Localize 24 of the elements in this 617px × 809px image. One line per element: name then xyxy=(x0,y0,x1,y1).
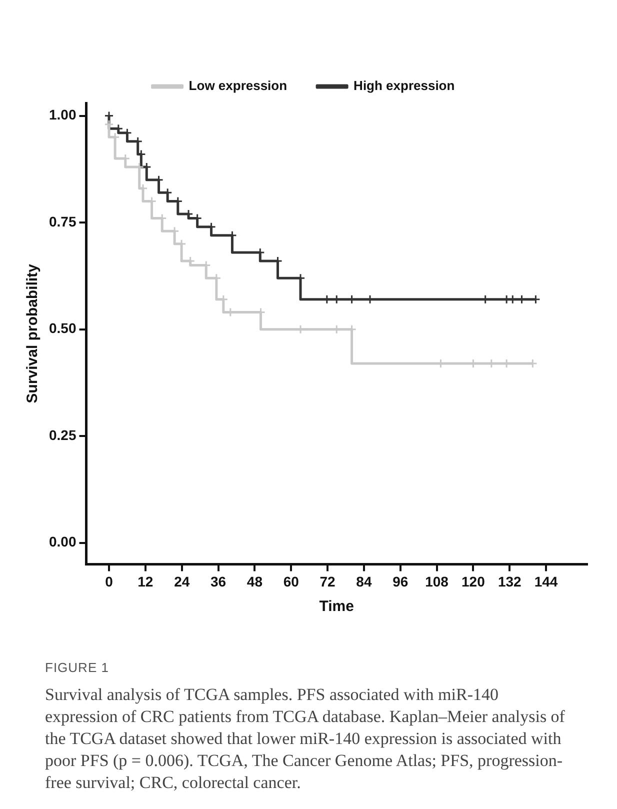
x-tick-label: 132 xyxy=(498,573,522,590)
x-tick-label: 108 xyxy=(425,573,449,590)
y-tick-label: 0.50 xyxy=(49,320,76,336)
x-tick-label: 0 xyxy=(105,573,114,590)
x-tick-label: 12 xyxy=(138,573,154,590)
y-tick-label: 0.75 xyxy=(49,213,76,230)
x-tick-label: 96 xyxy=(392,573,408,590)
legend-label: Low expression xyxy=(188,78,288,94)
x-tick-label: 36 xyxy=(210,573,226,590)
x-tick-label: 84 xyxy=(356,573,372,590)
y-tick-label: 0.00 xyxy=(49,534,76,550)
caption: FIGURE 1 xyxy=(45,660,109,675)
x-tick-label: 144 xyxy=(534,573,558,590)
y-tick-label: 1.00 xyxy=(49,106,76,123)
x-axis-title: Time xyxy=(319,598,354,616)
x-tick-label: 120 xyxy=(462,573,486,590)
x-tick-label: 60 xyxy=(283,573,300,590)
y-axis-title: Survival probability xyxy=(24,263,42,404)
y-tick-label: 0.25 xyxy=(49,426,76,443)
text: Survival analysis of TCGA samples. PFS associated with miR-140 expression of CRC patients from TCGA database. Kaplan–Meier analysis of the TCGA dataset showed that lower miR-140 expression is associated with poor PFS (p = 0.006). TCGA, The Cancer Genome Atlas; PFS, progression-free survival; CRC, colorectal cancer. xyxy=(45,684,565,794)
x-tick-label: 72 xyxy=(320,573,336,590)
x-tick-label: 24 xyxy=(174,573,190,590)
x-tick-label: 48 xyxy=(246,573,263,590)
legend-label: High expression xyxy=(354,78,455,94)
